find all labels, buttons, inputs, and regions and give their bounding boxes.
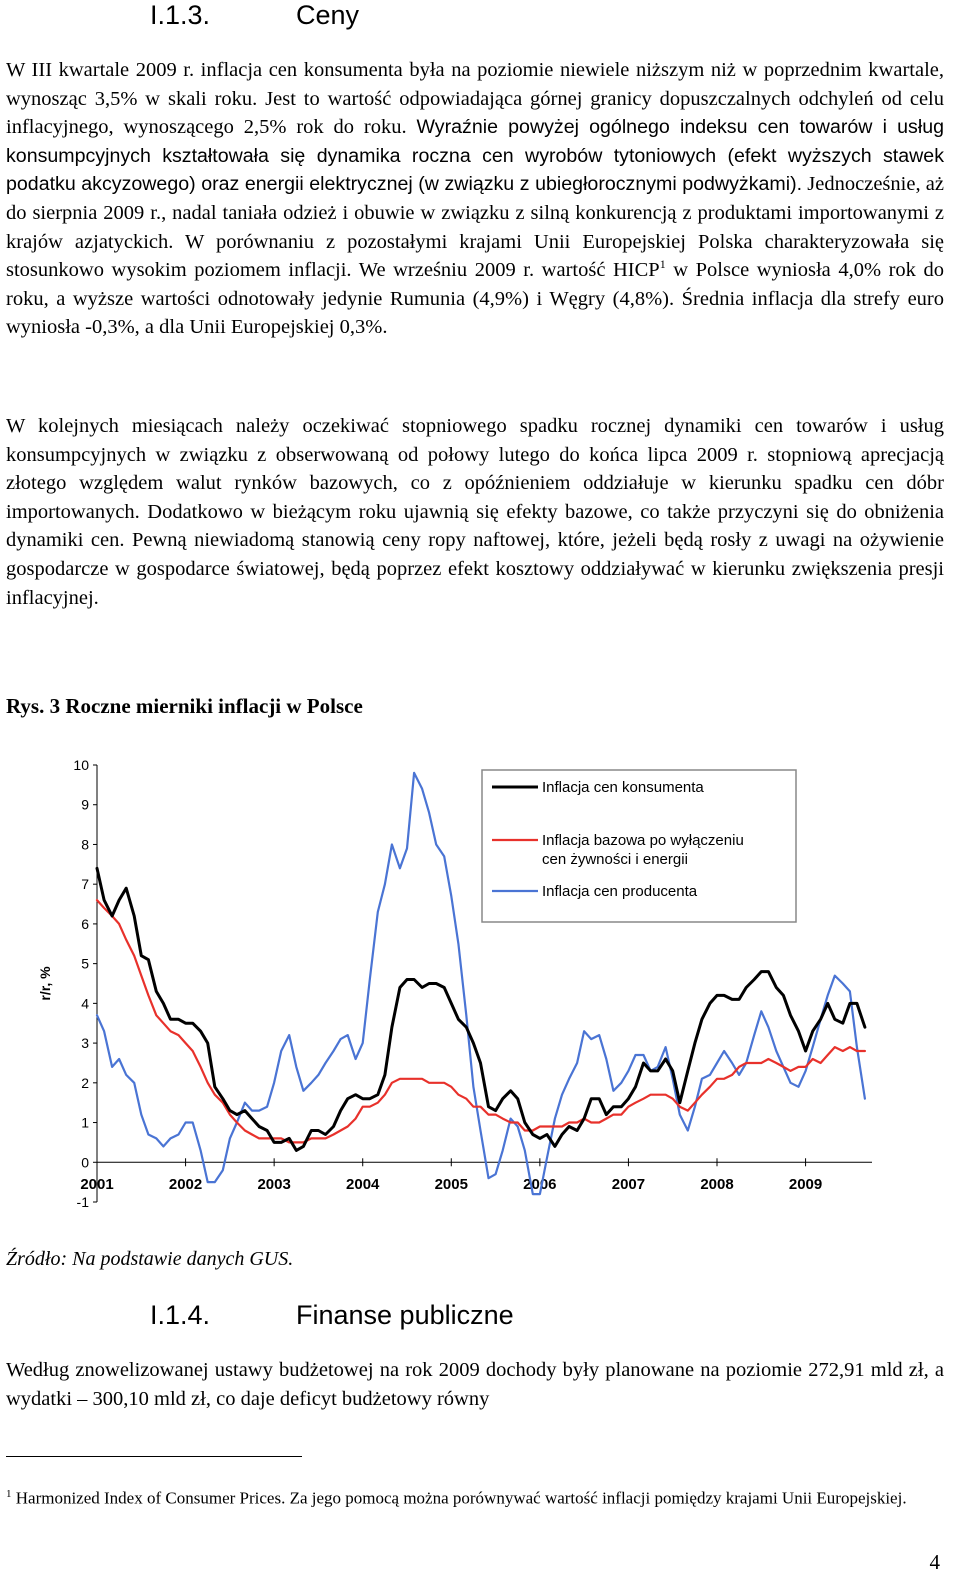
x-tick-label: 2007 bbox=[612, 1176, 645, 1193]
y-tick-label: 2 bbox=[81, 1075, 89, 1091]
footnote: 1 Harmonized Index of Consumer Prices. Z… bbox=[6, 1482, 944, 1511]
x-tick-label: 2009 bbox=[789, 1176, 822, 1193]
paragraph-part: Jednocześnie, aż do sierpnia 2009 r., na… bbox=[6, 173, 945, 282]
paragraph-outlook: W kolejnych miesiącach należy oczekiwać … bbox=[6, 415, 944, 609]
legend-label: Inflacja bazowa po wyłączeniu bbox=[542, 832, 744, 849]
footnote-ref[interactable]: 1 bbox=[659, 257, 666, 272]
paragraph-budget: Według znowelizowanej ustawy budżetowej … bbox=[6, 1359, 944, 1410]
y-tick-label: 5 bbox=[81, 956, 89, 972]
y-tick-label: 3 bbox=[81, 1035, 89, 1051]
x-tick-label: 2001 bbox=[80, 1176, 113, 1193]
y-tick-label: 6 bbox=[81, 916, 89, 932]
y-tick-label: 8 bbox=[81, 836, 89, 852]
section-number: I.1.4. bbox=[150, 1300, 211, 1330]
section-title: Ceny bbox=[296, 0, 360, 30]
y-axis-label: r/r, % bbox=[37, 966, 53, 1001]
legend-label: Inflacja cen producenta bbox=[542, 883, 698, 900]
x-tick-label: 2008 bbox=[700, 1176, 733, 1193]
footnote-text: Harmonized Index of Consumer Prices. Za … bbox=[15, 1488, 907, 1508]
paragraph-part-sans: Wyraźnie powyżej ogólnego indeksu cen to… bbox=[6, 116, 945, 196]
series-line-2 bbox=[95, 899, 867, 1144]
section-number: I.1.3. bbox=[150, 0, 211, 30]
figure-title: Rys. 3 Roczne mierniki inflacji w Polsce bbox=[6, 694, 363, 718]
y-tick-label: 7 bbox=[81, 876, 89, 892]
y-tick-label: 0 bbox=[81, 1154, 89, 1170]
x-tick-label: 2004 bbox=[346, 1176, 380, 1193]
legend-box bbox=[481, 769, 797, 923]
y-tick-label: 4 bbox=[81, 995, 89, 1011]
figure-source: Źródło: Na podstawie danych GUS. bbox=[6, 1248, 294, 1270]
footnote-divider bbox=[6, 1456, 302, 1457]
y-tick-label: 1 bbox=[81, 1115, 89, 1131]
paragraph-inflation-q3: W III kwartale 2009 r. inflacja cen kons… bbox=[6, 56, 944, 342]
legend-label: Inflacja cen konsumenta bbox=[542, 779, 704, 796]
y-tick-label: -1 bbox=[77, 1194, 90, 1210]
series-line-1 bbox=[95, 866, 867, 1152]
x-tick-label: 2003 bbox=[257, 1176, 290, 1193]
y-tick-label: 9 bbox=[81, 797, 89, 813]
section-title: Finanse publiczne bbox=[296, 1300, 514, 1330]
paragraph-part: w Polsce wyniosła 4,0% rok do roku, a wy… bbox=[6, 259, 944, 339]
y-tick-label: 10 bbox=[73, 757, 89, 773]
x-tick-label: 2002 bbox=[169, 1176, 202, 1193]
chart-series bbox=[95, 771, 867, 1196]
x-tick-label: 2005 bbox=[435, 1176, 468, 1193]
footnote-mark: 1 bbox=[6, 1488, 12, 1500]
legend-label: cen żywności i energii bbox=[542, 851, 688, 868]
page-number: 4 bbox=[929, 1550, 941, 1574]
chart-legend: Inflacja cen konsumenta Inflacja bazowa p… bbox=[481, 769, 797, 923]
paragraph-part: W III kwartale 2009 r. inflacja cen kons… bbox=[6, 59, 944, 139]
